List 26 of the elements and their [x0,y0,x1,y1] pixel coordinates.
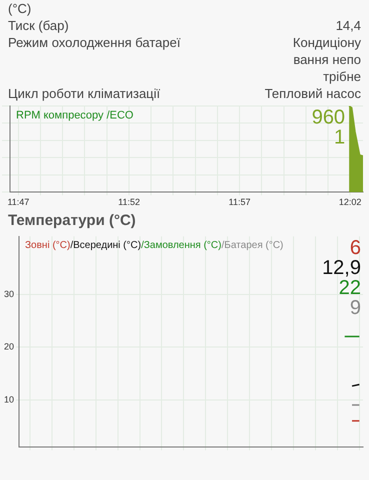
text: /Всередині (°C) [70,240,142,252]
y-tick-label: 30 [4,288,14,299]
text: Цикл роботи кліматизації [8,85,160,102]
x-tick-label: 12:02 [338,197,362,208]
chart-title: Температури (°C) [8,212,137,229]
text: /Замовлення (°C) [141,240,222,252]
text: (°C) [8,0,32,17]
text: Режим охолодження батареї [8,34,180,52]
annotation: 12,9 [322,256,361,279]
text: /Батарея (°C) [221,240,284,252]
text: Тиск (бар) [8,17,69,34]
text: 14,4 [334,17,361,34]
annotation: 960 [312,106,346,129]
annotation: 6 [350,236,361,259]
annotation: 1 [334,126,346,149]
text: Тепловий насос [264,85,361,102]
chart-title: RPM компресору /ECO [16,110,134,122]
x-tick-label: 11:57 [228,197,251,208]
x-tick-label: 11:52 [118,197,140,208]
text: Зовні (°C) [25,240,70,252]
y-tick-label: 20 [4,342,14,352]
y-tick-label: 10 [4,394,14,404]
annotation: 22 [338,276,361,299]
text: Кондиціонування непотрібне [292,34,361,85]
annotation: 9 [350,296,361,319]
x-tick-label: 11:47 [7,197,30,208]
